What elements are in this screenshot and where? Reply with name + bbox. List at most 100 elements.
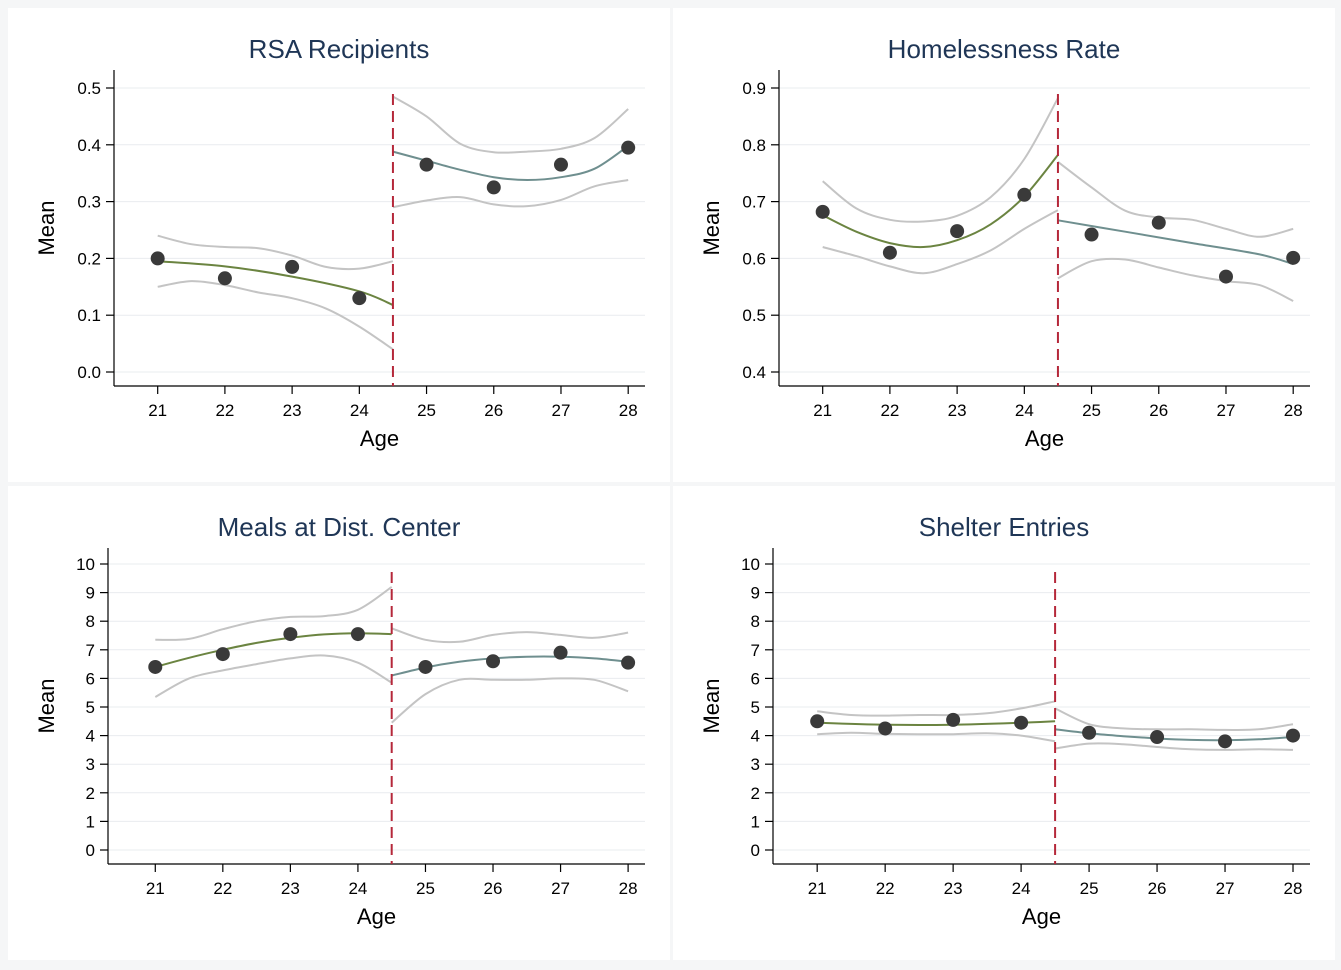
data-point bbox=[418, 659, 433, 674]
y-axis-label: Mean bbox=[699, 200, 724, 255]
y-tick-label: 2 bbox=[751, 784, 760, 803]
ci-right-lower-line bbox=[391, 677, 629, 724]
ci-right-lower-line bbox=[392, 179, 629, 209]
data-point bbox=[283, 627, 298, 642]
data-point bbox=[352, 291, 367, 306]
data-point bbox=[1286, 250, 1301, 265]
y-tick-label: 4 bbox=[86, 727, 95, 746]
data-point bbox=[815, 204, 830, 219]
y-tick-label: 0.0 bbox=[77, 363, 101, 382]
x-tick-label: 21 bbox=[146, 879, 165, 898]
data-point bbox=[882, 245, 897, 260]
y-tick-label: 7 bbox=[86, 641, 95, 660]
chart-homelessness-rate: Homelessness Rate 0.4 0.5 0.6 0.7 0.8 0.9 21 22 2… bbox=[699, 34, 1310, 451]
chart-title: Homelessness Rate bbox=[888, 34, 1121, 64]
x-tick-label: 26 bbox=[484, 879, 503, 898]
y-axis-label: Mean bbox=[699, 678, 724, 733]
chart-rsa-recipients: RSA Recipients 0.0 0.1 0.2 0.3 0.4 0.5 21 22 23 24… bbox=[34, 34, 645, 451]
ci-left-lower-line bbox=[817, 731, 1056, 743]
data-point bbox=[553, 157, 568, 172]
x-tick-label: 21 bbox=[813, 401, 832, 420]
x-tick-label: 27 bbox=[551, 879, 570, 898]
data-point bbox=[486, 180, 501, 195]
y-tick-label: 6 bbox=[751, 669, 760, 688]
y-tick-label: 0.4 bbox=[742, 363, 766, 382]
data-point bbox=[1286, 728, 1301, 743]
fit-right-line bbox=[1057, 219, 1294, 266]
x-axis-label: Age bbox=[1022, 904, 1061, 929]
y-tick-label: 6 bbox=[86, 669, 95, 688]
ci-right-upper-line bbox=[392, 95, 629, 154]
chart-title: Shelter Entries bbox=[919, 512, 1090, 542]
y-tick-label: 3 bbox=[86, 755, 95, 774]
x-tick-label: 25 bbox=[417, 401, 436, 420]
panel-meals-at-dist-center: Meals at Dist. Center 0 1 2 3 4 5 6 7 8 9 10 21 22 23 2… bbox=[8, 486, 670, 960]
y-axis-label: Mean bbox=[34, 200, 59, 255]
y-tick-label: 8 bbox=[86, 612, 95, 631]
ci-left-upper-line bbox=[157, 234, 394, 271]
data-point bbox=[1017, 187, 1032, 202]
x-tick-label: 28 bbox=[1284, 879, 1303, 898]
y-tick-label: 0.9 bbox=[742, 79, 766, 98]
y-tick-label: 9 bbox=[86, 584, 95, 603]
x-tick-label: 27 bbox=[1217, 401, 1236, 420]
data-point bbox=[950, 224, 965, 239]
x-axis-label: Age bbox=[357, 904, 396, 929]
x-tick-label: 28 bbox=[1284, 401, 1303, 420]
data-point bbox=[148, 659, 163, 674]
y-tick-label: 0.5 bbox=[742, 306, 766, 325]
y-tick-label: 0.7 bbox=[742, 193, 766, 212]
x-tick-label: 24 bbox=[350, 401, 369, 420]
data-point bbox=[878, 721, 893, 736]
y-tick-label: 7 bbox=[751, 641, 760, 660]
data-point bbox=[621, 655, 636, 670]
data-point bbox=[486, 654, 501, 669]
ci-left-lower-line bbox=[822, 209, 1059, 275]
ci-left-upper-line bbox=[155, 586, 393, 641]
data-point bbox=[946, 712, 961, 727]
data-point bbox=[1014, 715, 1029, 730]
x-tick-label: 28 bbox=[619, 401, 638, 420]
y-tick-label: 0.4 bbox=[77, 136, 101, 155]
x-tick-label: 22 bbox=[880, 401, 899, 420]
y-tick-label: 0.3 bbox=[77, 193, 101, 212]
y-tick-label: 10 bbox=[76, 555, 95, 574]
x-axis-label: Age bbox=[360, 426, 399, 451]
data-point bbox=[285, 259, 300, 274]
panel-rsa-recipients: RSA Recipients 0.0 0.1 0.2 0.3 0.4 0.5 21 22 23 24… bbox=[8, 8, 670, 482]
ci-right-lower-line bbox=[1054, 742, 1294, 751]
y-tick-label: 0 bbox=[751, 841, 760, 860]
x-tick-label: 25 bbox=[1082, 401, 1101, 420]
x-tick-label: 21 bbox=[808, 879, 827, 898]
x-tick-label: 24 bbox=[1012, 879, 1031, 898]
ci-left-upper-line bbox=[817, 700, 1056, 717]
y-tick-label: 10 bbox=[741, 555, 760, 574]
data-point bbox=[621, 140, 636, 155]
x-axis-label: Age bbox=[1025, 426, 1064, 451]
x-tick-label: 23 bbox=[944, 879, 963, 898]
y-tick-label: 9 bbox=[751, 584, 760, 603]
y-tick-label: 0.8 bbox=[742, 136, 766, 155]
panel-homelessness-rate: Homelessness Rate 0.4 0.5 0.6 0.7 0.8 0.9 21 22 2… bbox=[673, 8, 1335, 482]
x-tick-label: 25 bbox=[416, 879, 435, 898]
data-point bbox=[553, 645, 568, 660]
y-tick-label: 2 bbox=[86, 784, 95, 803]
y-tick-label: 8 bbox=[751, 612, 760, 631]
x-tick-label: 24 bbox=[348, 879, 367, 898]
y-tick-label: 0.2 bbox=[77, 249, 101, 268]
ci-left-upper-line bbox=[822, 97, 1059, 223]
x-tick-label: 22 bbox=[215, 401, 234, 420]
chart-title: RSA Recipients bbox=[249, 34, 430, 64]
x-tick-label: 26 bbox=[1148, 879, 1167, 898]
x-tick-label: 22 bbox=[213, 879, 232, 898]
data-point bbox=[1151, 215, 1166, 230]
x-tick-label: 21 bbox=[148, 401, 167, 420]
y-tick-label: 0.6 bbox=[742, 249, 766, 268]
x-tick-label: 26 bbox=[1149, 401, 1168, 420]
y-tick-label: 4 bbox=[751, 727, 760, 746]
data-point bbox=[350, 627, 365, 642]
x-tick-label: 23 bbox=[283, 401, 302, 420]
y-tick-label: 0.1 bbox=[77, 306, 101, 325]
